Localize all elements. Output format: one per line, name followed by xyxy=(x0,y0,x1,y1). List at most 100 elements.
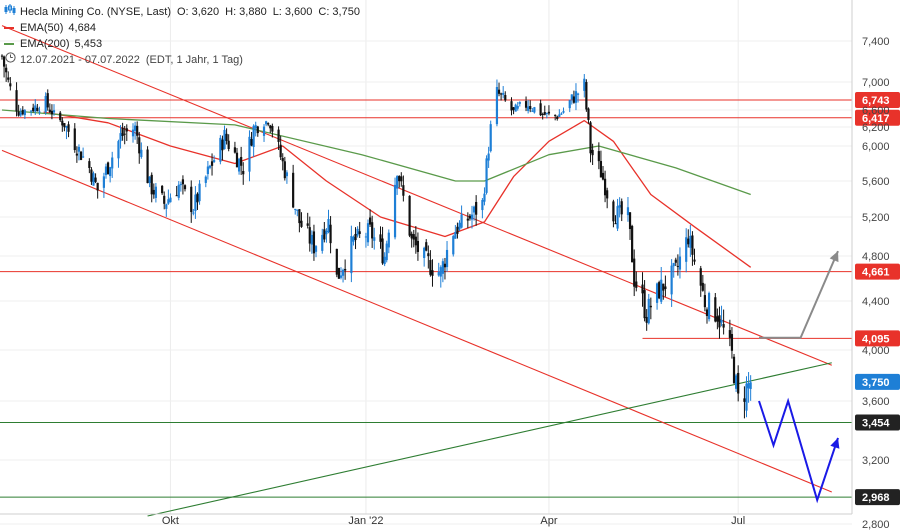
candle-body xyxy=(190,186,193,213)
candle-body xyxy=(381,238,384,264)
candle-body xyxy=(716,316,719,322)
candle-body xyxy=(485,158,488,193)
candle-body xyxy=(393,184,397,238)
candle-body xyxy=(460,214,463,228)
y-tick-label: 7,400 xyxy=(862,36,890,48)
candle-body xyxy=(9,83,12,87)
clock-icon xyxy=(4,52,16,68)
candle-body xyxy=(529,106,532,109)
candle-body xyxy=(358,231,361,234)
candle-body xyxy=(734,375,738,389)
candle-body xyxy=(722,324,725,328)
blue-projection-path xyxy=(758,397,839,504)
candle-body xyxy=(5,67,8,73)
candle-body xyxy=(44,95,47,113)
candle-body xyxy=(618,204,621,208)
candle-body xyxy=(672,263,675,267)
candle-body xyxy=(387,232,390,248)
candle-body xyxy=(59,112,62,121)
candle-body xyxy=(262,126,266,136)
candle-body xyxy=(152,189,155,195)
candle-body xyxy=(38,111,41,113)
y-tick-label: 6,000 xyxy=(862,141,890,153)
x-tick-label: Jan '22 xyxy=(348,515,383,527)
candle-body xyxy=(140,149,143,158)
candle-body xyxy=(458,222,461,230)
candle-body xyxy=(423,247,426,259)
candle-body xyxy=(674,259,677,263)
ema200-swatch xyxy=(4,43,14,45)
ema200-label: EMA(200) xyxy=(20,38,70,50)
candle-body xyxy=(628,212,632,229)
candle-body xyxy=(649,305,652,308)
blue-projection-arrowhead xyxy=(830,437,840,449)
candle-body xyxy=(616,206,619,229)
candle-body xyxy=(17,111,20,116)
candle-body xyxy=(181,179,185,185)
candle-body xyxy=(306,223,309,226)
candle-body xyxy=(687,238,690,245)
candle-body xyxy=(533,107,536,113)
candle-body xyxy=(416,240,420,252)
candle-body xyxy=(720,319,723,323)
candle-body xyxy=(633,258,636,287)
candle-body xyxy=(279,144,282,158)
y-tick-label: 2,800 xyxy=(862,519,890,531)
level-tag xyxy=(855,263,900,280)
candle-body xyxy=(556,116,559,119)
gray-projection-arrowhead xyxy=(829,251,839,263)
level-tag-label: 4,095 xyxy=(862,333,890,345)
candle-body xyxy=(597,151,600,162)
candle-body xyxy=(235,152,239,168)
candle-body xyxy=(131,129,135,137)
candle-body xyxy=(225,133,228,141)
candle-body xyxy=(75,153,78,156)
candle-body xyxy=(250,138,253,146)
y-tick-label: 5,600 xyxy=(862,176,890,188)
level-tag-label: 2,968 xyxy=(862,492,890,504)
candle-body xyxy=(531,110,534,112)
candle-body xyxy=(441,261,444,274)
candle-body xyxy=(408,195,411,236)
candle-body xyxy=(398,176,401,182)
level-tag xyxy=(855,414,900,431)
candle-body xyxy=(204,176,207,183)
candle-body xyxy=(194,194,197,212)
candle-body xyxy=(574,91,578,103)
candle-body xyxy=(678,256,682,270)
candle-body xyxy=(310,234,313,245)
candle-body xyxy=(445,249,449,268)
candle-body xyxy=(242,170,245,175)
candle-body xyxy=(88,161,91,168)
ohlc-high-value: 3,880 xyxy=(239,6,267,18)
candle-body xyxy=(192,212,195,214)
level-tag-label: 4,661 xyxy=(862,267,890,279)
candle-body xyxy=(481,199,484,211)
candle-body xyxy=(104,166,108,175)
chart-legend: Hecla Mining Co. (NYSE, Last) O: 3,620 H… xyxy=(4,4,360,68)
candle-body xyxy=(344,268,347,271)
candle-body xyxy=(300,220,303,227)
candle-body xyxy=(454,231,457,239)
ema50-line xyxy=(43,111,752,268)
candle-body xyxy=(256,126,259,134)
candle-body xyxy=(466,218,469,221)
candle-body xyxy=(240,156,243,166)
last-price-tag xyxy=(855,373,900,390)
candle-body xyxy=(79,151,83,160)
y-tick-label: 3,200 xyxy=(862,455,890,467)
candle-body xyxy=(77,146,81,152)
candle-body xyxy=(150,174,153,195)
ema200-value: 5,453 xyxy=(74,38,103,50)
candle-body xyxy=(117,141,120,159)
y-tick-label: 6,600 xyxy=(862,105,890,117)
ohlc-open-value: 3,620 xyxy=(191,6,220,18)
level-tag xyxy=(855,489,900,506)
candle-body xyxy=(314,246,318,252)
trend-lines xyxy=(1,25,832,517)
candle-body xyxy=(373,237,376,241)
candle-body xyxy=(285,172,289,177)
candle-body xyxy=(402,185,405,196)
candle-body xyxy=(427,253,430,257)
candle-body xyxy=(248,136,251,172)
